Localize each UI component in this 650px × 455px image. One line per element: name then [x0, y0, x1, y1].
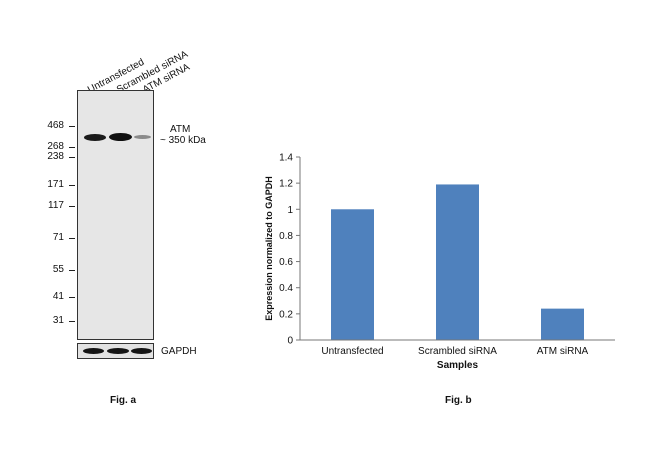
- gapdh-band-untransfected: [83, 348, 104, 354]
- gapdh-loading-control-strip: [77, 343, 154, 359]
- bar-atm-sirna: [541, 308, 584, 340]
- mw-tick: [69, 238, 75, 239]
- mw-marker-117: 117: [48, 200, 64, 211]
- x-axis-title: Samples: [437, 360, 479, 371]
- bar-untransfected: [331, 209, 374, 340]
- mw-tick: [69, 206, 75, 207]
- y-tick-label: 1.2: [279, 179, 293, 190]
- mw-tick: [69, 297, 75, 298]
- mw-marker-268: 268: [47, 141, 64, 152]
- gapdh-band-scrambled-sirna: [107, 348, 129, 354]
- y-tick-label: 0.6: [279, 257, 293, 268]
- y-tick-label: 1: [287, 205, 293, 216]
- gapdh-band-atm-sirna: [131, 348, 152, 354]
- mw-marker-71: 71: [52, 232, 64, 243]
- x-tick-label: Scrambled siRNA: [418, 346, 497, 357]
- mw-tick: [69, 270, 75, 271]
- y-tick-label: 0: [287, 336, 293, 347]
- fig-b-caption: Fig. b: [445, 395, 472, 406]
- x-tick-label: ATM siRNA: [537, 346, 589, 357]
- y-tick-label: 0.8: [279, 231, 293, 242]
- mw-tick: [69, 147, 75, 148]
- y-tick-label: 1.4: [279, 153, 293, 164]
- y-tick-label: 0.4: [279, 283, 293, 294]
- y-axis-title: Expression normalized to GAPDH: [264, 176, 274, 321]
- mw-marker-41: 41: [52, 291, 64, 302]
- western-blot-membrane: [77, 90, 154, 340]
- y-tick-label: 0.2: [279, 309, 293, 320]
- fig-a-caption: Fig. a: [110, 395, 137, 406]
- mw-marker-238: 238: [47, 151, 64, 162]
- x-tick-label: Untransfected: [321, 346, 383, 357]
- mw-tick: [69, 126, 75, 127]
- target-size-label: ~ 350 kDa: [160, 135, 206, 146]
- loading-control-label: GAPDH: [161, 346, 197, 357]
- atm-band-atm-sirna: [134, 135, 151, 139]
- atm-band-untransfected: [84, 134, 106, 141]
- mw-marker-468: 468: [47, 120, 64, 131]
- bar-scrambled-sirna: [436, 184, 479, 340]
- mw-tick: [69, 185, 75, 186]
- target-protein-label: ATM: [170, 124, 191, 135]
- mw-tick: [69, 157, 75, 158]
- mw-marker-55: 55: [52, 264, 64, 275]
- mw-marker-31: 31: [52, 315, 64, 326]
- mw-marker-171: 171: [47, 179, 64, 190]
- atm-band-scrambled-sirna: [109, 133, 132, 141]
- mw-tick: [69, 321, 75, 322]
